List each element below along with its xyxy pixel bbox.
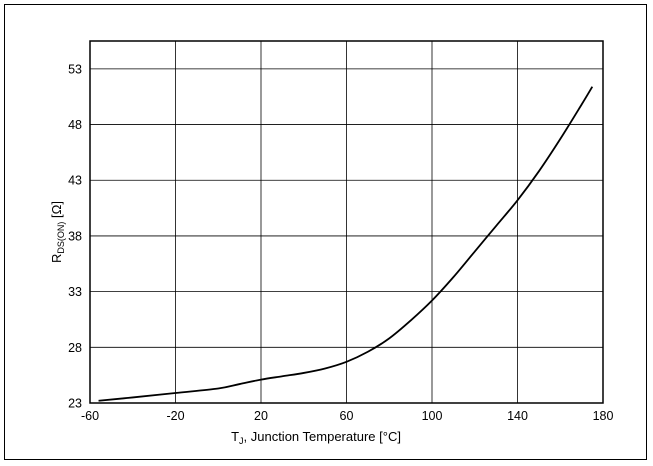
y-tick-label-3: 38 [68,229,82,243]
y-axis-label-rest: [Ω] [49,201,64,222]
x-tick-label-3: 60 [340,409,354,423]
x-tick-label-5: 140 [507,409,528,423]
y-axis-label: RDS(ON) [Ω] [49,201,66,263]
y-tick-label-0: 23 [68,397,82,411]
x-tick-label-1: -20 [166,409,184,423]
y-tick-label-6: 53 [68,62,82,76]
x-axis-label: TJ, Junction Temperature [°C] [231,429,401,446]
x-axis-label-sub: J [239,436,244,446]
y-tick-label-5: 48 [68,118,82,132]
grid-lines [89,41,604,404]
x-tick-label-2: 20 [254,409,268,423]
series-line [98,86,594,402]
x-axis-label-main: T [231,429,239,444]
figure-border [4,4,647,460]
x-tick-labels: -60 -20 20 60 100 140 180 [81,409,614,423]
plot-area-border [89,40,604,404]
y-tick-label-2: 33 [68,285,82,299]
x-tick-label-4: 100 [422,409,443,423]
x-axis-label-rest: , Junction Temperature [°C] [244,429,401,444]
y-axis-label-sub: DS(ON) [56,222,66,254]
y-tick-labels: 23 28 33 38 43 48 53 [68,62,82,410]
y-axis-label-main: R [49,254,64,263]
x-tick-label-0: -60 [81,409,99,423]
y-tick-label-4: 43 [68,174,82,188]
x-tick-label-6: 180 [593,409,614,423]
y-tick-label-1: 28 [68,341,82,355]
